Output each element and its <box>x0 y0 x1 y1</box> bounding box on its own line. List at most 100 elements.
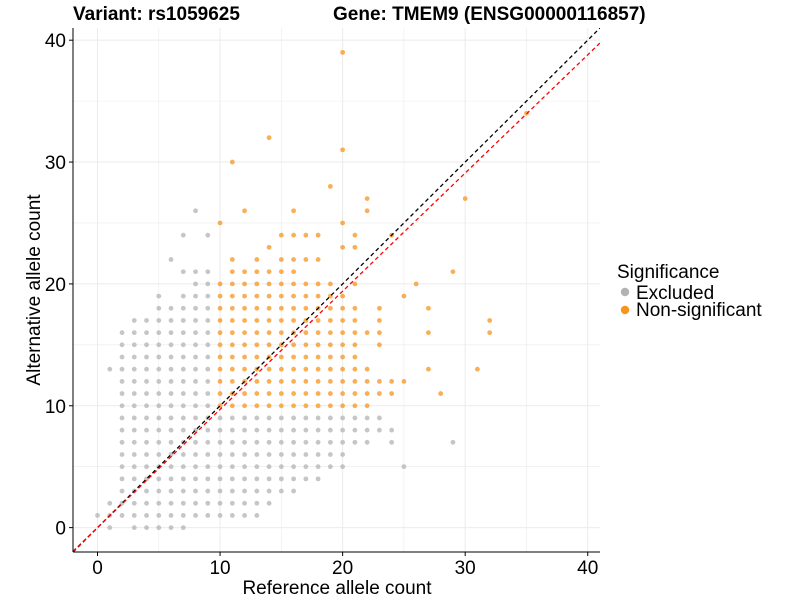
point-non-significant <box>340 366 346 372</box>
point-non-significant <box>266 342 272 348</box>
point-excluded <box>291 415 297 421</box>
point-excluded <box>144 403 149 409</box>
point-excluded <box>217 439 223 445</box>
point-non-significant <box>327 281 333 287</box>
point-excluded <box>180 500 186 506</box>
point-non-significant <box>340 342 346 348</box>
point-excluded <box>131 439 137 445</box>
legend-title: Significance <box>617 262 719 283</box>
point-excluded <box>303 452 309 457</box>
point-excluded <box>168 500 174 506</box>
point-non-significant <box>315 257 321 262</box>
point-non-significant <box>291 208 297 214</box>
point-excluded <box>352 439 358 445</box>
point-excluded <box>180 525 186 531</box>
point-non-significant <box>327 330 333 336</box>
point-excluded <box>193 391 198 396</box>
point-excluded <box>180 305 186 311</box>
point-non-significant <box>340 220 346 226</box>
point-excluded <box>144 488 149 494</box>
point-non-significant <box>376 378 382 384</box>
point-excluded <box>376 427 382 433</box>
point-excluded <box>205 500 211 506</box>
point-excluded <box>193 208 198 214</box>
point-non-significant <box>266 244 272 250</box>
point-excluded <box>205 281 211 287</box>
point-non-significant <box>217 391 223 396</box>
point-excluded <box>193 342 198 348</box>
point-non-significant <box>254 269 260 275</box>
legend-label-excluded: Excluded <box>636 283 714 304</box>
point-non-significant <box>291 269 297 275</box>
point-non-significant <box>254 354 260 360</box>
point-excluded <box>242 464 247 470</box>
point-excluded <box>193 476 198 482</box>
point-non-significant <box>254 330 260 336</box>
point-non-significant <box>376 330 382 336</box>
point-excluded <box>119 452 125 457</box>
point-excluded <box>119 427 125 433</box>
point-excluded <box>327 439 333 445</box>
point-non-significant <box>413 281 419 287</box>
point-non-significant <box>217 330 223 336</box>
point-excluded <box>266 488 272 494</box>
point-excluded <box>131 378 137 384</box>
point-excluded <box>119 403 125 409</box>
point-excluded <box>119 439 125 445</box>
point-excluded <box>303 415 309 421</box>
point-non-significant <box>364 378 370 384</box>
point-excluded <box>131 464 137 470</box>
point-excluded <box>389 427 395 433</box>
data-points <box>95 49 529 531</box>
point-excluded <box>193 354 198 360</box>
point-non-significant <box>278 305 284 311</box>
point-excluded <box>168 403 174 409</box>
point-excluded <box>193 500 198 506</box>
point-excluded <box>95 513 100 518</box>
point-excluded <box>254 439 260 445</box>
point-excluded <box>450 439 456 445</box>
point-non-significant <box>229 342 235 348</box>
point-excluded <box>229 427 235 433</box>
point-non-significant <box>242 318 247 323</box>
point-excluded <box>144 525 149 531</box>
point-excluded <box>229 513 235 518</box>
point-excluded <box>144 500 149 506</box>
point-non-significant <box>340 305 346 311</box>
point-non-significant <box>291 366 297 372</box>
point-excluded <box>168 488 174 494</box>
point-excluded <box>193 464 198 470</box>
point-excluded <box>193 330 198 336</box>
point-non-significant <box>278 269 284 275</box>
point-excluded <box>156 342 162 348</box>
point-excluded <box>180 391 186 396</box>
point-excluded <box>205 513 211 518</box>
point-non-significant <box>254 318 260 323</box>
point-excluded <box>119 378 125 384</box>
point-non-significant <box>229 159 235 165</box>
point-excluded <box>217 427 223 433</box>
point-non-significant <box>217 366 223 372</box>
point-excluded <box>254 452 260 457</box>
point-non-significant <box>242 269 247 275</box>
point-non-significant <box>352 281 358 287</box>
point-excluded <box>168 305 174 311</box>
point-non-significant <box>450 269 456 275</box>
point-excluded <box>156 415 162 421</box>
point-non-significant <box>217 293 223 299</box>
point-excluded <box>340 452 346 457</box>
point-excluded <box>242 488 247 494</box>
y-tick-label: 0 <box>55 519 66 540</box>
point-excluded <box>131 525 137 531</box>
point-non-significant <box>303 232 309 238</box>
point-excluded <box>315 415 321 421</box>
point-non-significant <box>266 293 272 299</box>
legend-swatch-non-significant <box>620 305 630 315</box>
point-excluded <box>193 318 198 323</box>
point-excluded <box>156 452 162 457</box>
point-non-significant <box>278 391 284 396</box>
point-excluded <box>303 464 309 470</box>
point-non-significant <box>254 378 260 384</box>
point-non-significant <box>303 354 309 360</box>
